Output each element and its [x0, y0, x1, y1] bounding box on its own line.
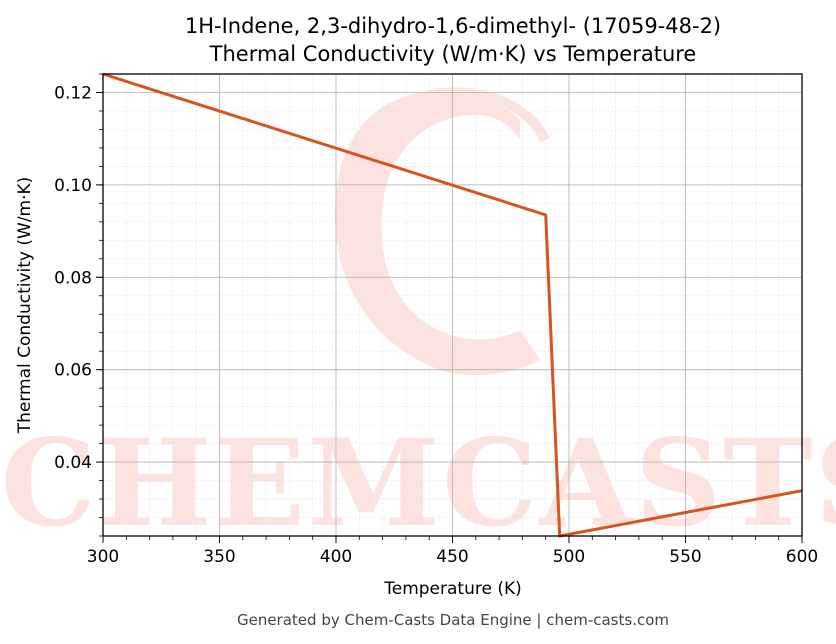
- x-tick-label: 350: [203, 547, 235, 567]
- y-tick-label: 0.10: [54, 176, 92, 196]
- watermark: CHEMCASTS: [1, 87, 836, 554]
- series-line: [102, 72, 803, 538]
- watermark-text: CHEMCASTS: [1, 413, 836, 554]
- x-axis-ticks: 300 350 400 450 500 550 600: [87, 536, 818, 567]
- x-tick-label: 400: [320, 547, 352, 567]
- x-tick-label: 450: [436, 547, 468, 567]
- x-tick-label: 300: [87, 547, 119, 567]
- footer-credit: Generated by Chem-Casts Data Engine | ch…: [237, 611, 669, 629]
- chart-title-line2: Thermal Conductivity (W/m·K) vs Temperat…: [209, 42, 697, 66]
- x-tick-label: 550: [669, 547, 701, 567]
- watermark-logo: [334, 87, 550, 376]
- chart-title-line1: 1H-Indene, 2,3-dihydro-1,6-dimethyl- (17…: [185, 14, 721, 38]
- y-tick-label: 0.08: [54, 268, 92, 288]
- x-tick-label: 600: [786, 547, 818, 567]
- y-tick-label: 0.12: [54, 83, 92, 103]
- y-tick-label: 0.04: [54, 453, 92, 473]
- x-axis-label: Temperature (K): [383, 579, 522, 599]
- y-axis-label: Thermal Conductivity (W/m·K): [15, 177, 35, 435]
- series-layer: [102, 72, 803, 538]
- x-tick-label: 500: [553, 547, 585, 567]
- y-tick-label: 0.06: [54, 361, 92, 381]
- y-axis-ticks: 0.04 0.06 0.08 0.10 0.12: [54, 73, 103, 537]
